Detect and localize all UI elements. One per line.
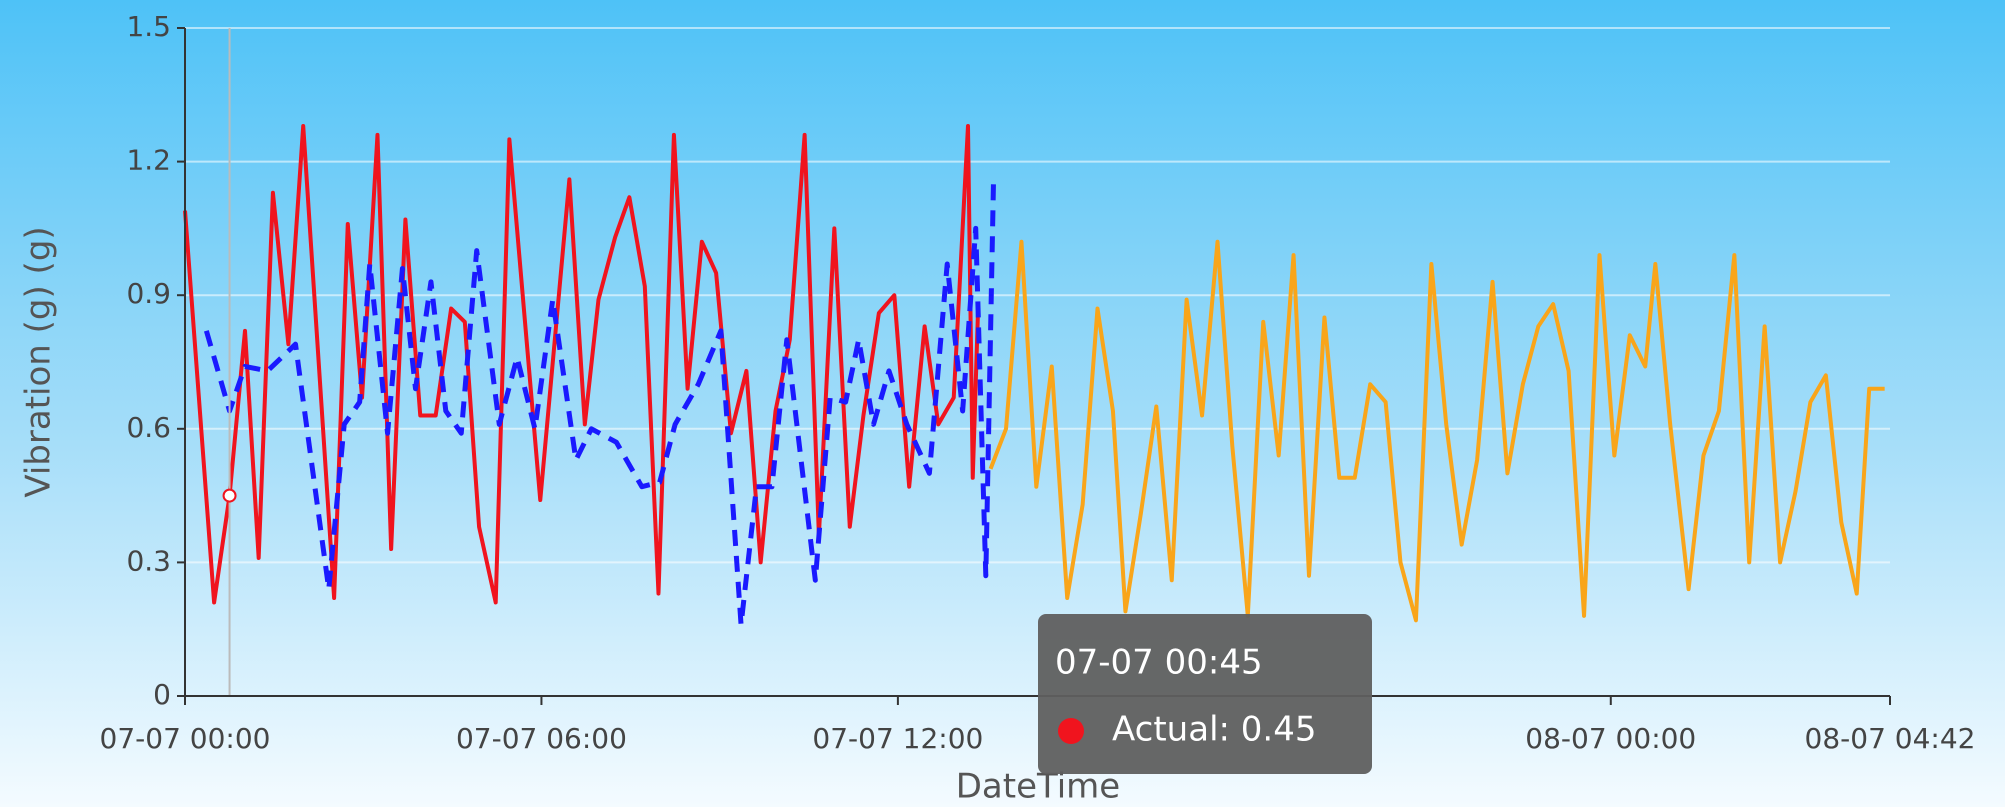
y-tick-label: 1.2 bbox=[126, 144, 171, 177]
x-tick-label: 08-07 00:00 bbox=[1525, 722, 1696, 755]
tooltip-text: Actual: 0.45 bbox=[1112, 710, 1316, 750]
y-tick-label: 0.9 bbox=[126, 277, 171, 310]
y-tick-label: 0 bbox=[153, 678, 171, 711]
tooltip-title: 07-07 00:45 bbox=[1055, 643, 1263, 683]
series-line bbox=[988, 239, 1885, 623]
series-line bbox=[203, 179, 997, 628]
axes: 0 0.3 0.6 0.9 1.2 1.5 07-07 00:00 07-07 06:00 07… bbox=[100, 10, 1976, 755]
series-line bbox=[183, 123, 981, 605]
tooltip: 07-07 00:45 Actual: 0.45 bbox=[1038, 614, 1372, 774]
x-tick-label: 07-07 00:00 bbox=[100, 722, 271, 755]
x-tick-label: 07-07 06:00 bbox=[456, 722, 627, 755]
hover-point bbox=[222, 488, 237, 503]
plot-area bbox=[183, 28, 1885, 696]
y-tick-label: 0.6 bbox=[126, 411, 171, 444]
y-axis-title: Vibration (g) (g) bbox=[19, 226, 59, 497]
y-tick-label: 0.3 bbox=[126, 544, 171, 577]
x-tick-label: 08-07 04:42 bbox=[1805, 722, 1976, 755]
x-tick-label: 07-07 12:00 bbox=[812, 722, 983, 755]
tooltip-swatch bbox=[1058, 718, 1084, 744]
tooltip-box bbox=[1038, 614, 1372, 774]
y-tick-label: 1.5 bbox=[126, 10, 171, 43]
